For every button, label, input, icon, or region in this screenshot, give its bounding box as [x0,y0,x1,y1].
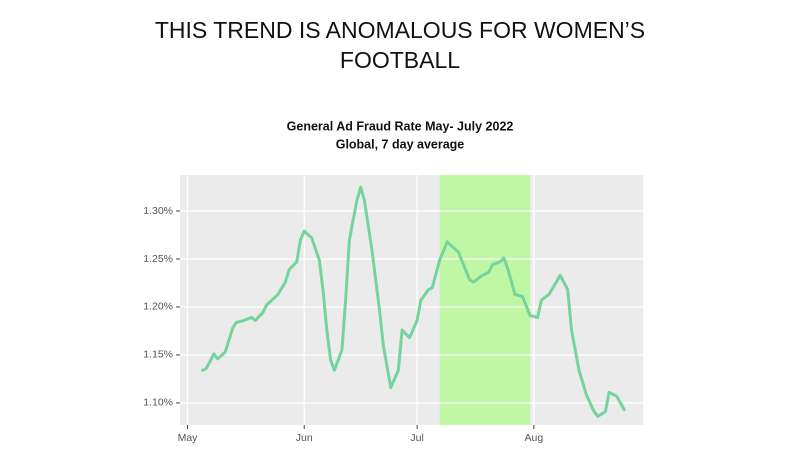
y-tick-label: 1.30% [143,205,173,217]
chart-subtitle: Global, 7 day average [336,137,465,151]
headline: THIS TREND IS ANOMALOUS FOR WOMEN’S [155,17,645,43]
y-tick-label: 1.20% [143,301,173,313]
x-tick-label: Jun [296,432,313,444]
highlight-band [439,175,531,425]
x-tick-label: Jul [410,432,423,444]
y-tick-label: 1.15% [143,349,173,361]
y-tick-label: 1.25% [143,253,173,265]
x-tick-label: May [178,432,199,444]
data-line [201,185,626,418]
y-tick-label: 1.10% [143,397,173,409]
x-tick-label: Aug [524,432,543,444]
plot-background [180,175,643,425]
chart-title: General Ad Fraud Rate May- July 2022 [287,119,514,133]
headline: FOOTBALL [340,47,460,73]
